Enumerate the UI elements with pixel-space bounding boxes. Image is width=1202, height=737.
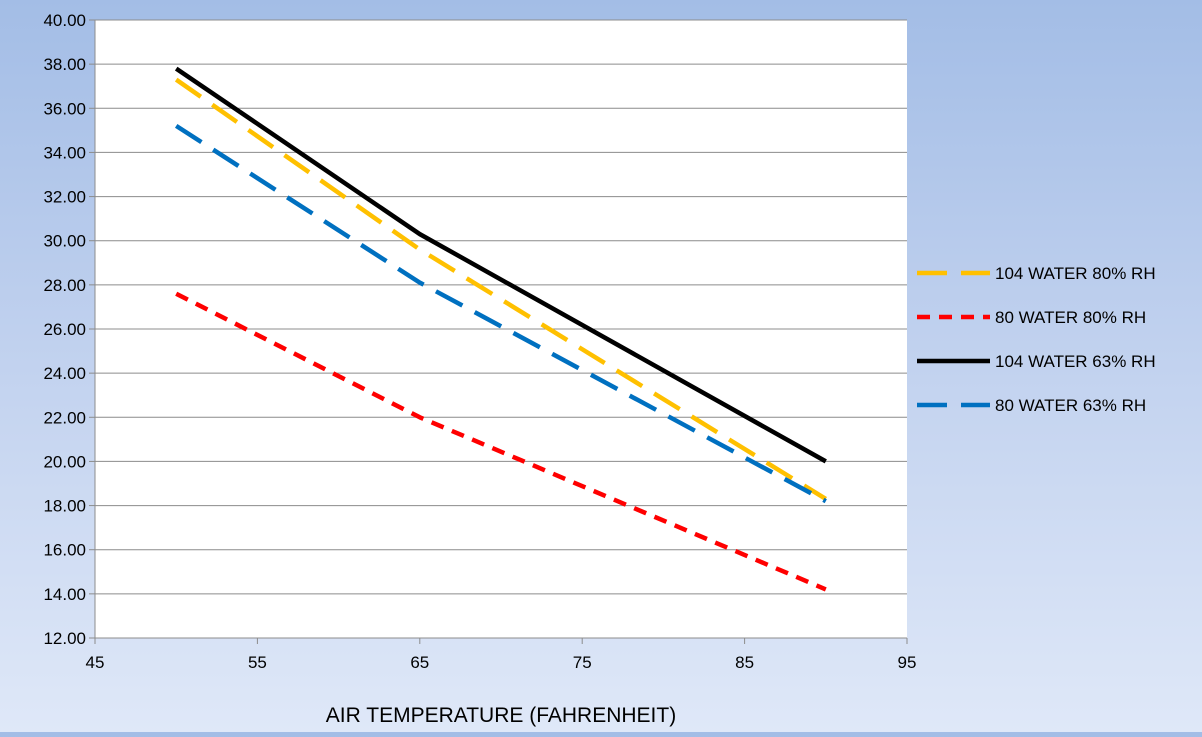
y-tick-label: 20.00 — [43, 452, 86, 471]
x-tick-label: 85 — [735, 653, 754, 672]
legend-label: 80 WATER 80% RH — [995, 308, 1146, 327]
x-tick-label: 55 — [248, 653, 267, 672]
legend-label: 104 WATER 80% RH — [995, 264, 1156, 283]
x-tick-label: 75 — [573, 653, 592, 672]
y-tick-label: 28.00 — [43, 276, 86, 295]
y-tick-label: 14.00 — [43, 585, 86, 604]
x-tick-label: 45 — [86, 653, 105, 672]
series-line — [174, 66, 827, 464]
legend-label: 104 WATER 63% RH — [995, 352, 1156, 371]
x-tick-label: 95 — [898, 653, 917, 672]
series-line — [174, 77, 827, 501]
y-tick-label: 34.00 — [43, 143, 86, 162]
y-tick-label: 16.00 — [43, 541, 86, 560]
y-tick-label: 22.00 — [43, 408, 86, 427]
y-tick-label: 26.00 — [43, 320, 86, 339]
y-tick-label: 38.00 — [43, 55, 86, 74]
y-tick-label: 24.00 — [43, 364, 86, 383]
series-line — [174, 124, 827, 504]
y-tick-label: 40.00 — [43, 11, 86, 30]
y-tick-label: 32.00 — [43, 188, 86, 207]
x-axis-title: AIR TEMPERATURE (FAHRENHEIT) — [326, 704, 676, 727]
y-tick-label: 30.00 — [43, 232, 86, 251]
x-tick-label: 65 — [410, 653, 429, 672]
series-line — [175, 291, 827, 592]
legend-label: 80 WATER 63% RH — [995, 396, 1146, 415]
y-tick-label: 12.00 — [43, 629, 86, 648]
y-tick-label: 18.00 — [43, 497, 86, 516]
y-tick-label: 36.00 — [43, 99, 86, 118]
